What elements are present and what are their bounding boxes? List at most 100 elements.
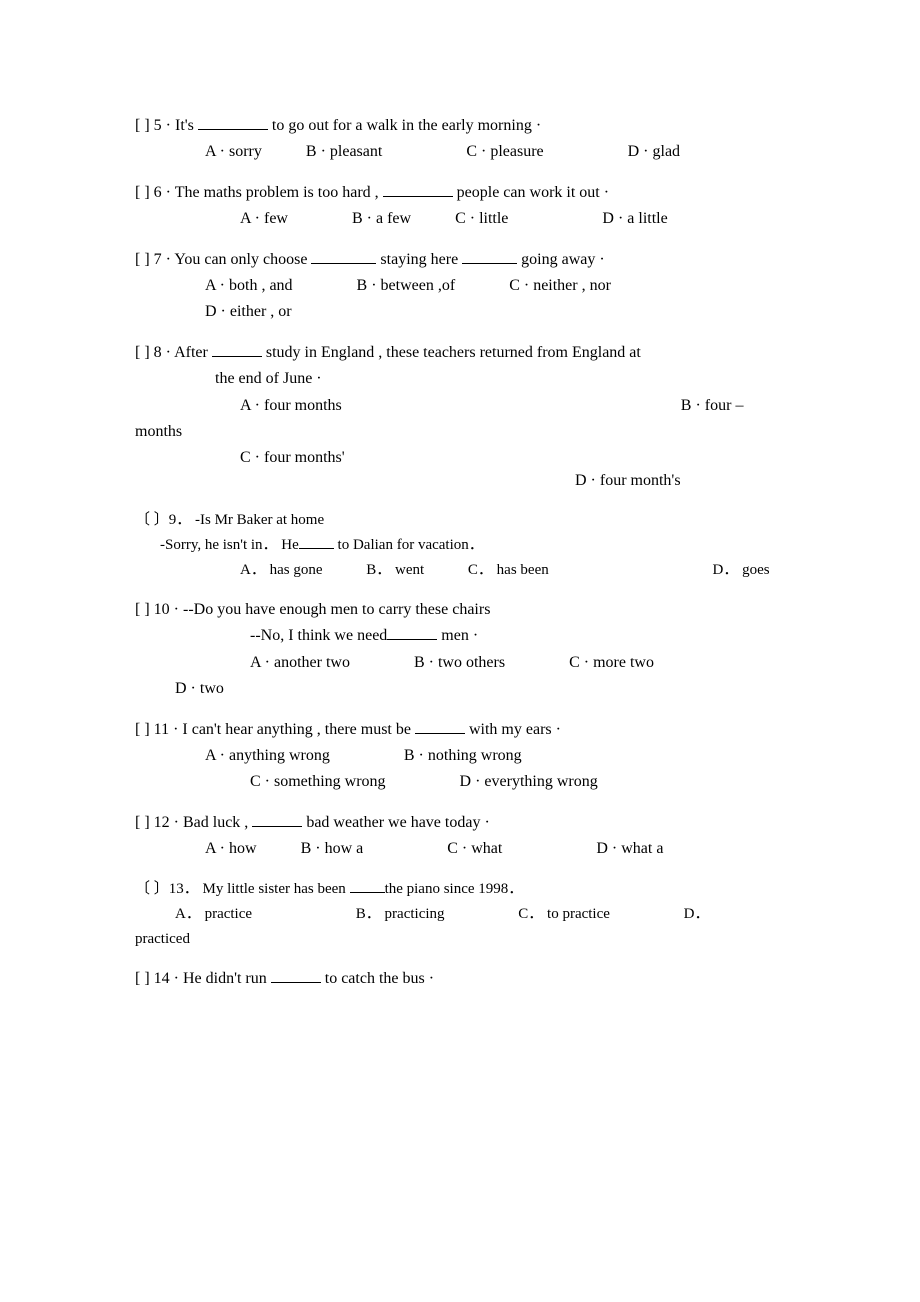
q9-opt-b: B． went: [366, 560, 424, 581]
q5-opt-b: B · pleasant: [306, 141, 382, 163]
q14-after: to catch the bus ·: [321, 970, 434, 987]
q7-stem: [ ] 7 · You can only choose staying here…: [135, 249, 785, 271]
q10-opt-c: C · more two: [569, 652, 654, 674]
q5-stem: [ ] 5 · It's to go out for a walk in the…: [135, 115, 785, 137]
q8-stem: [ ] 8 · After study in England , these t…: [135, 342, 785, 364]
q6-options: A · few B · a few C · little D · a littl…: [135, 208, 785, 230]
q5-after: to go out for a walk in the early mornin…: [268, 117, 541, 134]
q6-blank: [383, 196, 453, 197]
q10-line2a: --No, I think we need: [250, 627, 387, 644]
question-5: [ ] 5 · It's to go out for a walk in the…: [135, 115, 785, 164]
q8-line2: the end of June ·: [135, 368, 785, 390]
q7-opt-c: C · neither , nor: [509, 275, 611, 297]
q5-bracket: [ ] 5 · It's: [135, 117, 198, 134]
q14-stem: [ ] 14 · He didn't run to catch the bus …: [135, 968, 785, 990]
q7-options-row1: A · both , and B · between ,of C · neith…: [135, 275, 785, 297]
q13-blank: [350, 892, 385, 893]
q6-bracket: [ ] 6 · The maths problem is too hard ,: [135, 184, 383, 201]
q5-blank: [198, 129, 268, 130]
q13-opt-c: C． to practice: [518, 904, 610, 925]
q6-opt-a: A · few: [240, 208, 288, 230]
q11-bracket: [ ] 11 · I can't hear anything , there m…: [135, 721, 415, 738]
q11-opt-b: B · nothing wrong: [404, 745, 522, 767]
q10-opt-b: B · two others: [414, 652, 505, 674]
q11-after: with my ears ·: [465, 721, 561, 738]
question-8: [ ] 8 · After study in England , these t…: [135, 342, 785, 492]
q10-options-row1: A · another two B · two others C · more …: [135, 652, 785, 674]
q8-bracket: [ ] 8 · After: [135, 344, 212, 361]
q5-opt-a: A · sorry: [205, 141, 262, 163]
q11-stem: [ ] 11 · I can't hear anything , there m…: [135, 719, 785, 741]
q9-options: A． has gone B． went C． has been D． goes: [135, 560, 785, 581]
q11-opt-a: A · anything wrong: [205, 745, 330, 767]
q12-opt-a: A · how: [205, 838, 257, 860]
q8-opt-a: A · four months: [240, 395, 342, 417]
q13-options: A． practice B． practicing C． to practice…: [135, 904, 785, 925]
q7-opt-a: A · both , and: [205, 275, 293, 297]
q9-stem: 〔 〕9． -Is Mr Baker at home: [135, 510, 785, 531]
q9-line2: -Sorry, he isn't in． He to Dalian for va…: [135, 535, 785, 556]
q10-line2: --No, I think we need men ·: [135, 625, 785, 647]
q6-opt-d: D · a little: [602, 208, 667, 230]
question-11: [ ] 11 · I can't hear anything , there m…: [135, 719, 785, 794]
question-14: [ ] 14 · He didn't run to catch the bus …: [135, 968, 785, 990]
question-7: [ ] 7 · You can only choose staying here…: [135, 249, 785, 324]
q6-opt-b: B · a few: [352, 208, 411, 230]
q9-opt-a: A． has gone: [240, 560, 323, 581]
q12-stem: [ ] 12 · Bad luck , bad weather we have …: [135, 812, 785, 834]
question-9: 〔 〕9． -Is Mr Baker at home -Sorry, he is…: [135, 510, 785, 581]
q11-options-row2: C · something wrong D · everything wrong: [135, 771, 785, 793]
q6-opt-c: C · little: [455, 208, 508, 230]
q5-options: A · sorry B · pleasant C · pleasure D · …: [135, 141, 785, 163]
q7-after: going away ·: [517, 251, 605, 268]
q14-bracket: [ ] 14 · He didn't run: [135, 970, 271, 987]
q8-blank: [212, 356, 262, 357]
q9-bracket: 〔 〕9． -Is Mr Baker at home: [135, 512, 324, 528]
q8-after: study in England , these teachers return…: [262, 344, 641, 361]
q8-opt-d: D · four month's: [575, 470, 681, 492]
q11-opt-d: D · everything wrong: [460, 771, 598, 793]
q9-line2a: -Sorry, he isn't in． He: [160, 537, 299, 553]
q8-opt-b: B · four –: [681, 395, 744, 417]
q7-opt-b: B · between ,of: [357, 275, 456, 297]
q7-blank1: [311, 263, 376, 264]
q10-opt-a: A · another two: [250, 652, 350, 674]
q7-bracket: [ ] 7 · You can only choose: [135, 251, 311, 268]
q8-opt-c: C · four months': [240, 447, 345, 469]
q5-opt-c: C · pleasure: [466, 141, 543, 163]
q9-opt-d: D． goes: [713, 560, 770, 581]
q12-options: A · how B · how a C · what D · what a: [135, 838, 785, 860]
q10-opt-d: D · two: [175, 678, 224, 700]
q6-stem: [ ] 6 · The maths problem is too hard , …: [135, 182, 785, 204]
q10-bracket: [ ] 10 · --Do you have enough men to car…: [135, 601, 490, 618]
q13-bracket: 〔 〕13． My little sister has been: [135, 881, 350, 897]
q10-options-row2: D · two: [135, 678, 785, 700]
q7-blank2: [462, 263, 517, 264]
q11-options-row1: A · anything wrong B · nothing wrong: [135, 745, 785, 767]
q12-blank: [252, 826, 302, 827]
q10-blank: [387, 639, 437, 640]
q12-opt-b: B · how a: [301, 838, 364, 860]
q5-opt-d: D · glad: [628, 141, 680, 163]
q12-bracket: [ ] 12 · Bad luck ,: [135, 814, 252, 831]
q13-after: the piano since 1998．: [385, 881, 524, 897]
q10-line2b: men ·: [437, 627, 478, 644]
q11-opt-c: C · something wrong: [250, 771, 386, 793]
q9-blank: [299, 548, 334, 549]
q8-options-row2: C · four months' D · four month's: [135, 447, 785, 492]
q8-months: months: [135, 421, 785, 443]
q13-opt-d: D．: [684, 904, 710, 925]
q12-opt-d: D · what a: [596, 838, 663, 860]
q6-after: people can work it out ·: [453, 184, 609, 201]
q9-line2b: to Dalian for vacation．: [334, 537, 484, 553]
q9-opt-c: C． has been: [468, 560, 549, 581]
q7-opt-d: D · either , or: [205, 301, 292, 323]
q13-stem: 〔 〕13． My little sister has been the pia…: [135, 879, 785, 900]
q10-stem: [ ] 10 · --Do you have enough men to car…: [135, 599, 785, 621]
q7-options-row2: D · either , or: [135, 301, 785, 323]
q12-after: bad weather we have today ·: [302, 814, 489, 831]
question-10: [ ] 10 · --Do you have enough men to car…: [135, 599, 785, 701]
q7-mid: staying here: [376, 251, 462, 268]
q14-blank: [271, 982, 321, 983]
question-12: [ ] 12 · Bad luck , bad weather we have …: [135, 812, 785, 861]
